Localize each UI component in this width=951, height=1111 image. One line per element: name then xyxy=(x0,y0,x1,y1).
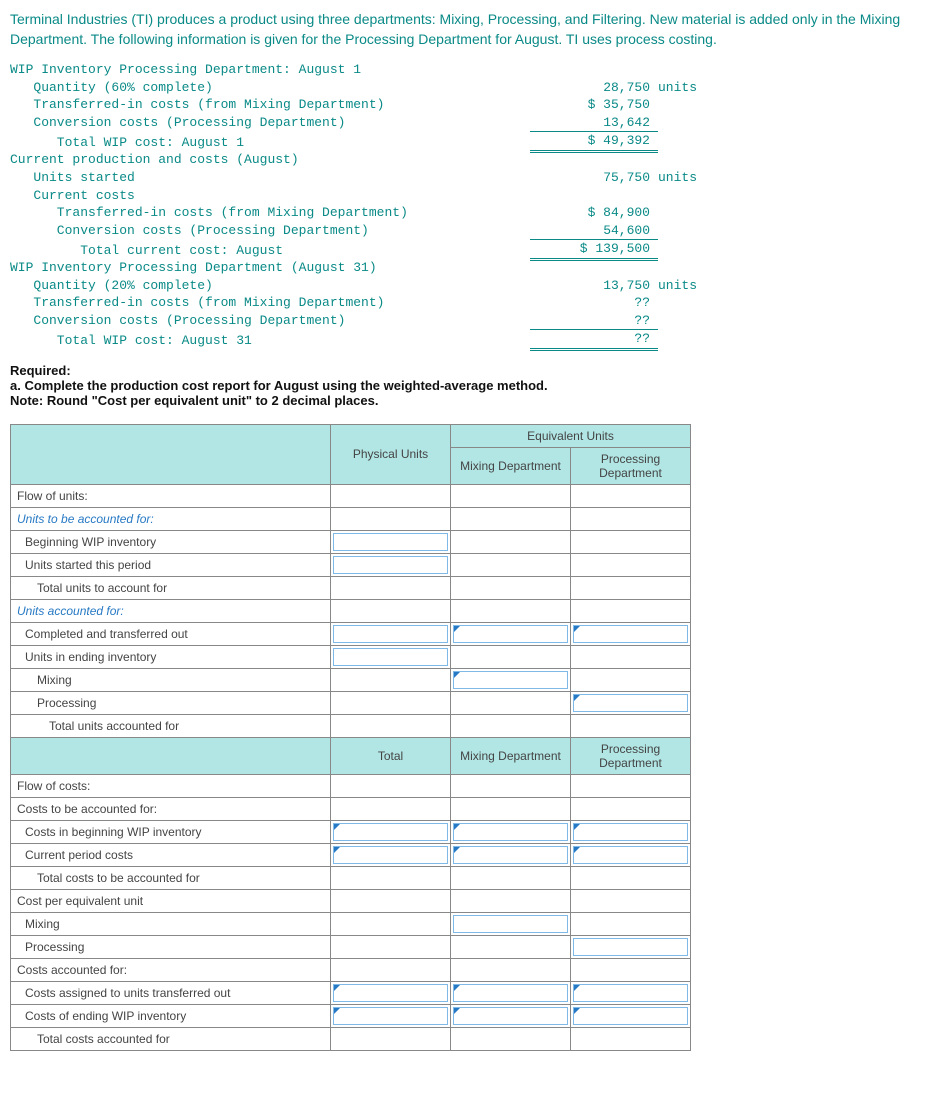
row-costs-accounted: Costs accounted for: xyxy=(11,958,331,981)
header-processing: Processing Department xyxy=(571,447,691,484)
input-beg-wip-phys[interactable] xyxy=(331,530,451,553)
input-endwipc-mix[interactable] xyxy=(451,1004,571,1027)
header-processing-2: Processing Department xyxy=(571,737,691,774)
required-a: a. Complete the production cost report f… xyxy=(10,378,548,393)
required-block: Required: a. Complete the production cos… xyxy=(10,363,941,408)
row-flow-units: Flow of units: xyxy=(11,484,331,507)
mono-line: Total current cost: August xyxy=(10,240,530,260)
mono-unit: units xyxy=(658,169,738,187)
row-assigned-out: Costs assigned to units transferred out xyxy=(11,981,331,1004)
row-ending-proc: Processing xyxy=(11,691,331,714)
header-equivalent-units: Equivalent Units xyxy=(451,424,691,447)
input-curc-mix[interactable] xyxy=(451,843,571,866)
mono-value: 28,750 xyxy=(530,79,658,97)
mono-line: Transferred-in costs (from Mixing Depart… xyxy=(10,204,530,222)
intro-text: Terminal Industries (TI) produces a prod… xyxy=(10,10,941,49)
mono-value: 75,750 xyxy=(530,169,658,187)
input-begwipc-tot[interactable] xyxy=(331,820,451,843)
mono-value: $ 35,750 xyxy=(530,96,658,114)
input-endinv-proc[interactable] xyxy=(571,691,691,714)
mono-heading: WIP Inventory Processing Department: Aug… xyxy=(10,61,530,79)
mono-heading: WIP Inventory Processing Department (Aug… xyxy=(10,259,530,277)
mono-line: Total WIP cost: August 31 xyxy=(10,330,530,350)
row-started: Units started this period xyxy=(11,553,331,576)
input-started-phys[interactable] xyxy=(331,553,451,576)
mono-line: Total WIP cost: August 1 xyxy=(10,132,530,152)
data-given-table: WIP Inventory Processing Department: Aug… xyxy=(10,61,738,351)
input-endwipc-proc[interactable] xyxy=(571,1004,691,1027)
input-compout-mix[interactable] xyxy=(451,622,571,645)
header-total: Total xyxy=(331,737,451,774)
required-title: Required: xyxy=(10,363,71,378)
row-total-to-account: Total units to account for xyxy=(11,576,331,599)
rounding-note: Note: Round "Cost per equivalent unit" t… xyxy=(10,393,378,408)
mono-line: Conversion costs (Processing Department) xyxy=(10,114,530,132)
mono-total: ?? xyxy=(530,330,658,350)
mono-value: 13,750 xyxy=(530,277,658,295)
mono-unit: units xyxy=(658,79,738,97)
row-total-costs-accounted: Total costs accounted for xyxy=(11,1027,331,1050)
mono-total: $ 49,392 xyxy=(530,132,658,152)
mono-line: Conversion costs (Processing Department) xyxy=(10,222,530,240)
input-assignout-proc[interactable] xyxy=(571,981,691,1004)
mono-value: ?? xyxy=(530,294,658,312)
mono-line: Transferred-in costs (from Mixing Depart… xyxy=(10,96,530,114)
row-beg-wip-cost: Costs in beginning WIP inventory xyxy=(11,820,331,843)
row-total-costs-to-account: Total costs to be accounted for xyxy=(11,866,331,889)
header-mixing: Mixing Department xyxy=(451,447,571,484)
mono-total: $ 139,500 xyxy=(530,240,658,260)
input-cpeu-proc[interactable] xyxy=(571,935,691,958)
input-assignout-mix[interactable] xyxy=(451,981,571,1004)
mono-line: Transferred-in costs (from Mixing Depart… xyxy=(10,294,530,312)
row-costs-to-account: Costs to be accounted for: xyxy=(11,797,331,820)
mono-line: Units started xyxy=(10,169,530,187)
row-completed-out: Completed and transferred out xyxy=(11,622,331,645)
worksheet-table: Physical Units Equivalent Units Mixing D… xyxy=(10,424,691,1051)
row-cost-per-eu: Cost per equivalent unit xyxy=(11,889,331,912)
row-end-wip-cost: Costs of ending WIP inventory xyxy=(11,1004,331,1027)
row-ending-mix: Mixing xyxy=(11,668,331,691)
header-physical-units: Physical Units xyxy=(331,424,451,484)
row-current-cost: Current period costs xyxy=(11,843,331,866)
row-beg-wip: Beginning WIP inventory xyxy=(11,530,331,553)
input-begwipc-proc[interactable] xyxy=(571,820,691,843)
input-cpeu-mix[interactable] xyxy=(451,912,571,935)
mono-line: Quantity (60% complete) xyxy=(10,79,530,97)
input-endwipc-tot[interactable] xyxy=(331,1004,451,1027)
mono-line: Quantity (20% complete) xyxy=(10,277,530,295)
mono-value: $ 84,900 xyxy=(530,204,658,222)
input-begwipc-mix[interactable] xyxy=(451,820,571,843)
row-units-to-account: Units to be accounted for: xyxy=(11,507,331,530)
row-ending-inv: Units in ending inventory xyxy=(11,645,331,668)
mono-line: Conversion costs (Processing Department) xyxy=(10,312,530,330)
row-units-accounted: Units accounted for: xyxy=(11,599,331,622)
mono-heading: Current production and costs (August) xyxy=(10,151,530,169)
input-assignout-tot[interactable] xyxy=(331,981,451,1004)
row-flow-costs: Flow of costs: xyxy=(11,774,331,797)
input-compout-proc[interactable] xyxy=(571,622,691,645)
mono-value: 54,600 xyxy=(530,222,658,240)
input-curc-tot[interactable] xyxy=(331,843,451,866)
row-total-accounted: Total units accounted for xyxy=(11,714,331,737)
row-cpeu-mix: Mixing xyxy=(11,912,331,935)
input-curc-proc[interactable] xyxy=(571,843,691,866)
input-endinv-mix[interactable] xyxy=(451,668,571,691)
mono-value: 13,642 xyxy=(530,114,658,132)
mono-unit: units xyxy=(658,277,738,295)
header-mixing-2: Mixing Department xyxy=(451,737,571,774)
input-compout-phys[interactable] xyxy=(331,622,451,645)
row-cpeu-proc: Processing xyxy=(11,935,331,958)
mono-value: ?? xyxy=(530,312,658,330)
input-endinv-phys[interactable] xyxy=(331,645,451,668)
mono-line: Current costs xyxy=(10,187,530,205)
